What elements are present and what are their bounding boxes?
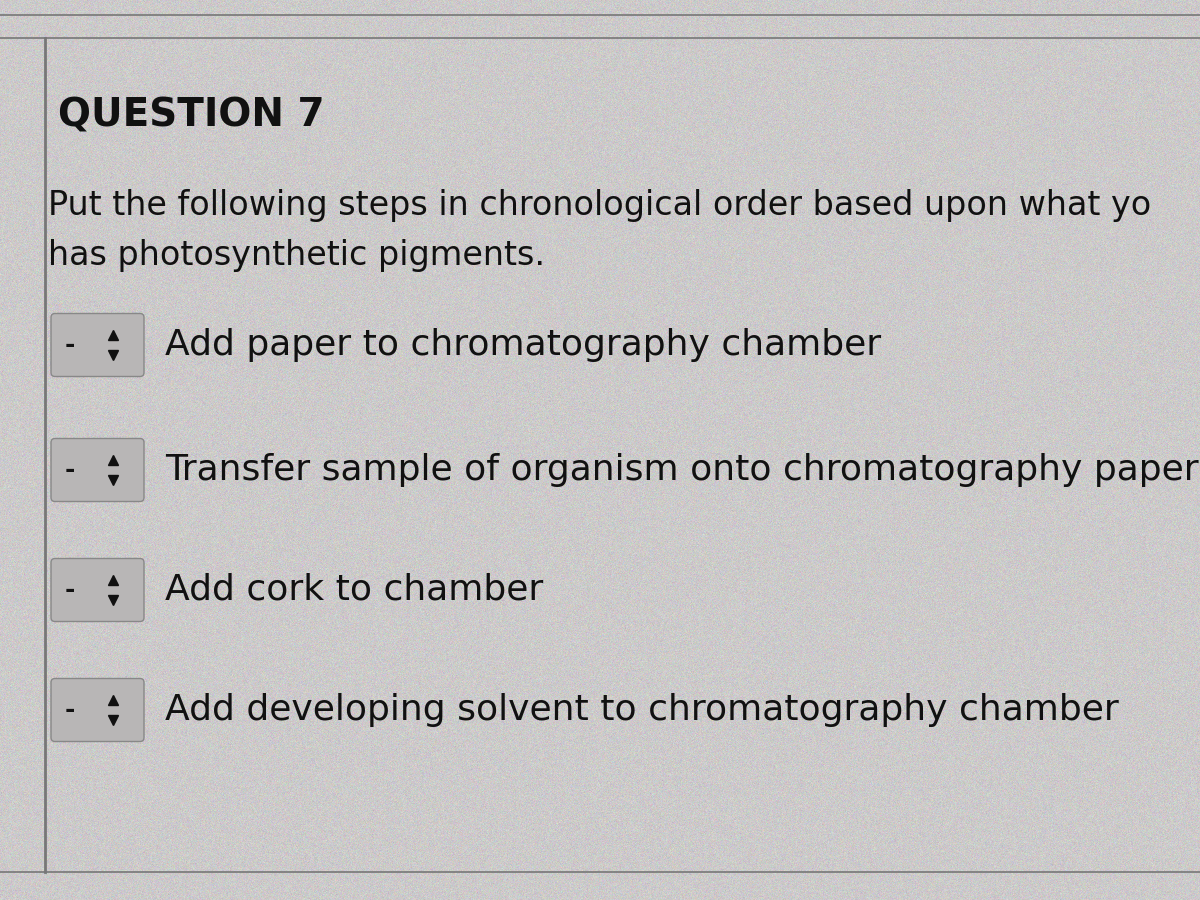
Text: Add developing solvent to chromatography chamber: Add developing solvent to chromatography…: [166, 693, 1118, 727]
Text: Add cork to chamber: Add cork to chamber: [166, 573, 544, 607]
Text: -: -: [65, 578, 76, 602]
FancyBboxPatch shape: [50, 438, 144, 501]
Text: has photosynthetic pigments.: has photosynthetic pigments.: [48, 238, 545, 272]
Text: Put the following steps in chronological order based upon what yo: Put the following steps in chronological…: [48, 188, 1151, 221]
Text: -: -: [65, 458, 76, 482]
FancyBboxPatch shape: [50, 313, 144, 376]
Text: Transfer sample of organism onto chromatography paper: Transfer sample of organism onto chromat…: [166, 453, 1199, 487]
FancyBboxPatch shape: [50, 559, 144, 622]
Text: Add paper to chromatography chamber: Add paper to chromatography chamber: [166, 328, 881, 362]
Text: -: -: [65, 333, 76, 357]
FancyBboxPatch shape: [50, 679, 144, 742]
Text: QUESTION 7: QUESTION 7: [58, 96, 325, 134]
Text: -: -: [65, 698, 76, 722]
